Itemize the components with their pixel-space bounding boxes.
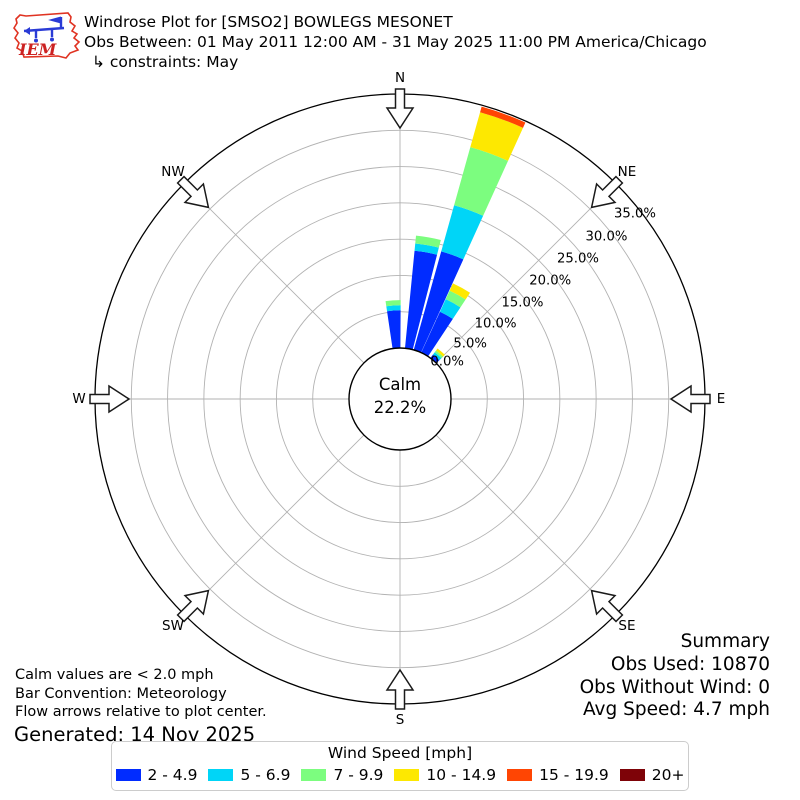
calm-word: Calm (378, 375, 422, 394)
compass-label-ne: NE (617, 164, 637, 181)
footnote-line: Bar Convention: Meteorology (15, 685, 227, 702)
flow-arrows (89, 88, 711, 710)
flow-arrow-sw (176, 589, 210, 623)
compass-label-se: SE (618, 617, 636, 634)
summary-block: Summary Obs Used: 10870 Obs Without Wind:… (580, 631, 770, 722)
compass-label-s: S (395, 712, 405, 728)
wind-bar-segment (387, 310, 401, 349)
legend-swatch (619, 769, 645, 781)
calm-value: 22.2% (373, 398, 427, 417)
logo-text: IEM (18, 40, 58, 59)
summary-line: Avg Speed: 4.7 mph (582, 699, 770, 721)
ring-label: 15.0% (501, 295, 544, 311)
wind-bar-segment (385, 300, 401, 307)
legend-item: 20+ (619, 766, 685, 784)
wind-bar-segment (386, 305, 401, 312)
footnote-line: Flow arrows relative to plot center. (15, 704, 267, 721)
wind-bar-segment (414, 243, 439, 255)
summary-title: Summary (680, 631, 770, 652)
legend-item: 10 - 14.9 (394, 766, 496, 784)
wind-bar-segment (445, 290, 466, 308)
summary-line: Obs Used: 10870 (610, 653, 770, 675)
compass-label-w: W (72, 391, 86, 407)
summary-line: Obs Without Wind: 0 (579, 676, 770, 698)
wind-bar-segment (430, 354, 440, 364)
legend-label: 15 - 19.9 (539, 766, 609, 784)
flow-arrow-w (89, 384, 131, 414)
wind-bar-segment (415, 235, 441, 248)
legend-items: 2 - 4.9 5 - 6.9 7 - 9.9 10 - 14.9 15 - 19.9 2… (112, 766, 688, 784)
wind-speed-bars (385, 106, 526, 364)
ring-label: 35.0% (614, 206, 656, 222)
anemometer-dots (24, 27, 54, 43)
legend-swatch (507, 769, 533, 781)
footnotes: Calm values are < 2.0 mph Bar Convention:… (15, 666, 267, 722)
compass-label-e: E (716, 391, 726, 407)
legend-item: 5 - 6.9 (208, 766, 290, 784)
flow-arrow-se (590, 589, 624, 623)
wind-bar-segment (436, 348, 445, 357)
ring-label: 20.0% (529, 273, 572, 289)
flow-arrow-n (385, 88, 415, 130)
wind-bar-segment (470, 112, 523, 161)
plot-constraints: ↳ constraints: May (92, 53, 239, 71)
wind-bar-segment (449, 283, 471, 300)
legend-swatch (115, 769, 141, 781)
plot-title: Windrose Plot for [SMSO2] BOWLEGS MESONE… (84, 13, 453, 31)
wind-bar-segment (454, 147, 509, 216)
flow-arrow-s (385, 668, 415, 710)
flow-arrow-ne (590, 175, 624, 209)
legend-swatch (208, 769, 234, 781)
wind-bar-segment (421, 311, 453, 357)
wind-bar-segment (404, 250, 438, 350)
legend-item: 2 - 4.9 (115, 766, 198, 784)
ring-label: 30.0% (585, 229, 628, 245)
iowa-outline (13, 12, 81, 59)
flow-arrow-e (669, 384, 711, 414)
legend-swatch (301, 769, 327, 781)
wind-bar-segment (439, 299, 461, 319)
compass-label-n: N (394, 70, 406, 86)
plot-subtitle: Obs Between: 01 May 2011 12:00 AM - 31 M… (84, 33, 707, 51)
calm-label: Calm 22.2% (330, 373, 470, 419)
legend-title: Wind Speed [mph] (327, 744, 473, 762)
compass-label-sw: SW (162, 617, 184, 634)
legend-label: 7 - 9.9 (333, 766, 384, 784)
compass-label-nw: NW (161, 164, 185, 181)
legend-swatch (394, 769, 420, 781)
legend-item: 15 - 19.9 (507, 766, 609, 784)
anemometer-icon (23, 16, 65, 38)
legend-item: 7 - 9.9 (301, 766, 383, 784)
wind-bar-segment (480, 106, 526, 128)
legend-label: 10 - 14.9 (426, 766, 497, 784)
wind-bar-segment (413, 251, 464, 353)
wind-speed-legend: Wind Speed [mph] 2 - 4.9 5 - 6.9 7 - 9.9 10… (111, 741, 689, 791)
ring-label: 25.0% (556, 251, 599, 267)
legend-label: 5 - 6.9 (240, 766, 291, 784)
ring-label: 5.0% (453, 336, 487, 352)
legend-label: 20+ (651, 766, 685, 784)
wind-bar-segment (441, 205, 484, 260)
generated-date: Generated: 14 Nov 2025 (14, 723, 256, 746)
wind-bar-segment (434, 350, 444, 359)
legend-label: 2 - 4.9 (147, 766, 198, 784)
calm-circle (348, 347, 452, 451)
ring-label: 0.0% (430, 354, 464, 370)
wind-bar-segment (433, 352, 442, 361)
ring-label: 10.0% (474, 316, 517, 332)
flow-arrow-nw (176, 175, 210, 209)
footnote-line: Calm values are < 2.0 mph (15, 667, 214, 683)
iem-logo: IEM (13, 12, 81, 59)
